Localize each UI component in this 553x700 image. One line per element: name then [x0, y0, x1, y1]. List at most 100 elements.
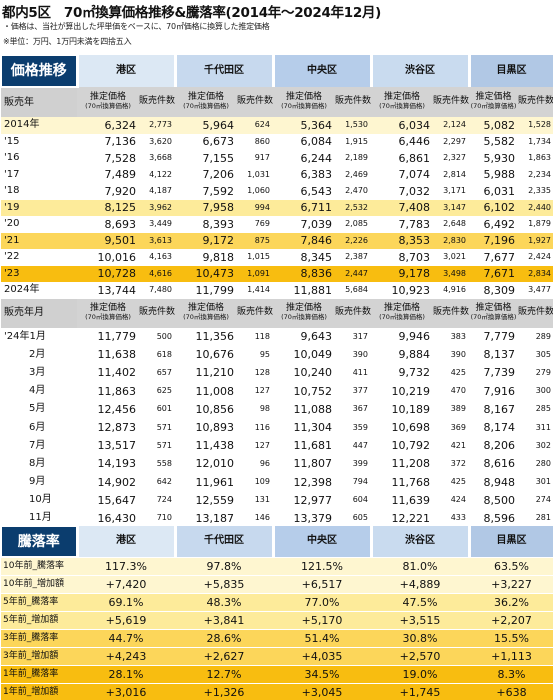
estimated-price: 11,210: [195, 366, 235, 380]
table-row: '21 9,501 3,613 9,172 875 7,846 2,226 8,353 2,83…: [1, 232, 553, 249]
estimated-price: 13,744: [97, 283, 137, 297]
ward-header: 中央区: [271, 526, 373, 557]
rate-value: 34.5%: [273, 664, 371, 683]
estimated-price: 5,964: [202, 118, 235, 132]
estimated-price: 9,884: [398, 348, 431, 362]
estimated-price: 6,034: [398, 118, 431, 132]
row-label: '24年1月: [4, 330, 46, 342]
sales-count: 372: [450, 458, 466, 468]
estimated-price: 12,456: [97, 402, 137, 416]
price-col-sublabel: (70㎡換算価格): [470, 102, 517, 111]
price-col-label: 推定価格: [89, 92, 126, 103]
sales-count: 128: [254, 367, 270, 377]
rate-value: +3,841: [175, 610, 273, 629]
sales-count: 2,532: [345, 202, 368, 212]
price-col-label: 推定価格: [285, 92, 322, 103]
estimated-price: 10,893: [195, 421, 235, 435]
sales-count: 279: [535, 367, 551, 377]
price-col-header: 推定価格 (70㎡換算価格): [273, 87, 335, 117]
rate-value: +7,420: [77, 574, 175, 593]
price-col-header: 推定価格 (70㎡換算価格): [77, 298, 139, 328]
rate-value: 12.7%: [175, 664, 273, 683]
table-row: 10年前_増加額 +7,420 +5,835 +6,517 +4,889 +3,227: [1, 574, 553, 593]
estimated-price: 7,671: [483, 267, 516, 281]
estimated-price: 10,049: [293, 348, 333, 362]
table-row: 3年前_増加額 +4,243 +2,627 +4,035 +2,570 +1,113: [1, 646, 553, 665]
estimated-price: 6,861: [398, 151, 431, 165]
sales-count: 7,480: [149, 285, 172, 295]
table-row: 10月 15,647 724 12,559 131 12,977 604 11,639 424 8…: [1, 491, 553, 510]
estimated-price: 9,643: [300, 330, 333, 344]
row-label-header: 販売年月: [1, 298, 77, 328]
estimated-price: 5,082: [483, 118, 516, 132]
table-row: '17 7,489 4,122 7,206 1,031 6,383 2,469 7,074 2,…: [1, 166, 553, 183]
sales-count: 2,226: [345, 235, 368, 245]
sales-count: 3,962: [149, 202, 172, 212]
ward-header: 港区: [75, 526, 177, 557]
estimated-price: 7,489: [104, 168, 137, 182]
estimated-price: 7,155: [202, 151, 235, 165]
estimated-price: 8,345: [300, 250, 333, 264]
rate-value: 63.5%: [469, 556, 553, 575]
sales-count: 280: [535, 458, 551, 468]
ward-header: 渋谷区: [369, 55, 471, 87]
estimated-price: 8,393: [202, 217, 235, 231]
row-label: 8月: [29, 457, 46, 469]
sales-count: 558: [156, 458, 172, 468]
rate-row-label: 3年前_騰落率: [1, 628, 77, 647]
estimated-price: 6,711: [300, 201, 333, 215]
estimated-price: 5,364: [300, 118, 333, 132]
table-row: '18 7,920 4,187 7,592 1,060 6,543 2,470 7,032 3,…: [1, 183, 553, 200]
price-col-label: 推定価格: [475, 92, 512, 103]
sales-count: 2,234: [528, 169, 551, 179]
sales-count: 2,327: [443, 153, 466, 163]
sales-count: 917: [254, 153, 270, 163]
rate-row-label: 3年前_増加額: [1, 646, 77, 665]
estimated-price: 8,693: [104, 217, 137, 231]
sales-count: 3,449: [149, 219, 172, 229]
estimated-price: 9,818: [202, 250, 235, 264]
sales-count: 359: [352, 422, 368, 432]
estimated-price: 6,446: [398, 135, 431, 149]
estimated-price: 8,836: [300, 267, 333, 281]
estimated-price: 5,930: [483, 151, 516, 165]
estimated-price: 12,221: [391, 511, 431, 525]
estimated-price: 8,500: [483, 493, 516, 507]
table-row: 11月 16,430 710 13,187 146 13,379 605 12,221 433 8…: [1, 509, 553, 528]
sales-count: 2,834: [528, 268, 551, 278]
sales-count: 2,424: [528, 252, 551, 262]
row-label: 5月: [29, 403, 46, 415]
sales-count: 618: [156, 349, 172, 359]
estimated-price: 8,616: [483, 457, 516, 471]
note-unit: ※単位：万円、1万円未満を四捨五入: [3, 37, 132, 46]
sales-count: 399: [352, 458, 368, 468]
sales-count: 116: [254, 422, 270, 432]
row-label: '18: [4, 185, 20, 197]
estimated-price: 11,807: [293, 457, 333, 471]
estimated-price: 7,783: [398, 217, 431, 231]
sales-count: 571: [156, 440, 172, 450]
sales-count: 1,060: [247, 186, 270, 196]
sales-count: 118: [254, 331, 270, 341]
row-label: 4月: [29, 385, 46, 397]
estimated-price: 11,881: [293, 283, 333, 297]
sales-count: 1,015: [247, 252, 270, 262]
estimated-price: 6,244: [300, 151, 333, 165]
row-label: '21: [4, 234, 20, 246]
price-col-header: 推定価格 (70㎡換算価格): [175, 298, 237, 328]
estimated-price: 11,304: [293, 421, 333, 435]
rate-value: +2,627: [175, 646, 273, 665]
sales-count: 2,648: [443, 219, 466, 229]
table-row: 10年前_騰落率 117.3% 97.8% 121.5% 81.0% 63.5%: [1, 556, 553, 575]
sales-count: 389: [450, 404, 466, 414]
estimated-price: 8,137: [483, 348, 516, 362]
sales-count: 2,447: [345, 268, 368, 278]
sales-count: 2,830: [443, 235, 466, 245]
table-row: 4月 11,863 625 11,008 127 10,752 377 10,219 470 7,…: [1, 382, 553, 401]
table-row: '22 10,016 4,163 9,818 1,015 8,345 2,387 8,703 3…: [1, 249, 553, 266]
price-trend-table: 価格推移 港区 千代田区 中央区 渋谷区 目黒区 販売年 推定価格 (70㎡換算価格) 販売件数推…: [0, 54, 553, 546]
rate-value: +3,045: [273, 682, 371, 700]
rate-tag: 騰落率: [0, 525, 78, 558]
table-row: '23 10,728 4,616 10,473 1,091 8,836 2,447 9,178…: [1, 265, 553, 282]
sales-count: 3,498: [443, 268, 466, 278]
